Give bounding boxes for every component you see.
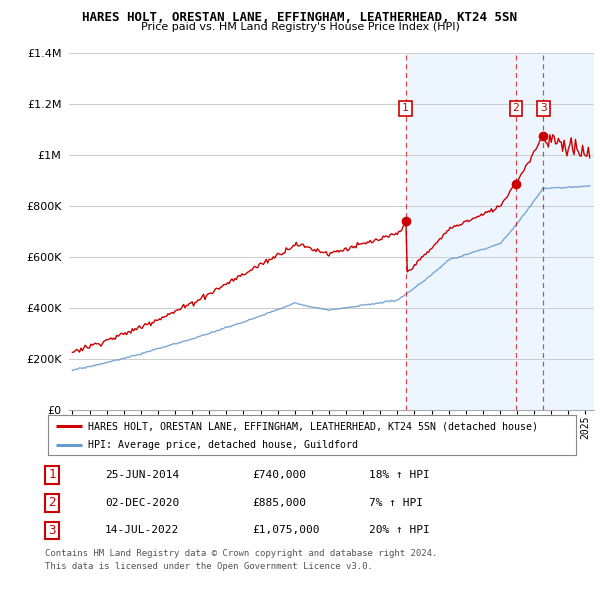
Text: 2: 2 [512, 103, 519, 113]
Text: 25-JUN-2014: 25-JUN-2014 [105, 470, 179, 480]
Text: Contains HM Land Registry data © Crown copyright and database right 2024.: Contains HM Land Registry data © Crown c… [45, 549, 437, 558]
Text: HPI: Average price, detached house, Guildford: HPI: Average price, detached house, Guil… [88, 441, 358, 450]
Text: 1: 1 [49, 468, 56, 481]
Text: £1,075,000: £1,075,000 [252, 526, 320, 535]
Text: 3: 3 [49, 524, 56, 537]
Text: This data is licensed under the Open Government Licence v3.0.: This data is licensed under the Open Gov… [45, 562, 373, 571]
Text: HARES HOLT, ORESTAN LANE, EFFINGHAM, LEATHERHEAD, KT24 5SN: HARES HOLT, ORESTAN LANE, EFFINGHAM, LEA… [83, 11, 517, 24]
Text: £885,000: £885,000 [252, 498, 306, 507]
Text: 02-DEC-2020: 02-DEC-2020 [105, 498, 179, 507]
Text: 1: 1 [402, 103, 409, 113]
Bar [406, 53, 600, 410]
Text: £740,000: £740,000 [252, 470, 306, 480]
Text: HARES HOLT, ORESTAN LANE, EFFINGHAM, LEATHERHEAD, KT24 5SN (detached house): HARES HOLT, ORESTAN LANE, EFFINGHAM, LEA… [88, 421, 538, 431]
Text: 3: 3 [540, 103, 547, 113]
Text: 14-JUL-2022: 14-JUL-2022 [105, 526, 179, 535]
Text: 18% ↑ HPI: 18% ↑ HPI [369, 470, 430, 480]
Text: 7% ↑ HPI: 7% ↑ HPI [369, 498, 423, 507]
Text: 20% ↑ HPI: 20% ↑ HPI [369, 526, 430, 535]
Text: 2: 2 [49, 496, 56, 509]
Text: Price paid vs. HM Land Registry's House Price Index (HPI): Price paid vs. HM Land Registry's House … [140, 22, 460, 32]
